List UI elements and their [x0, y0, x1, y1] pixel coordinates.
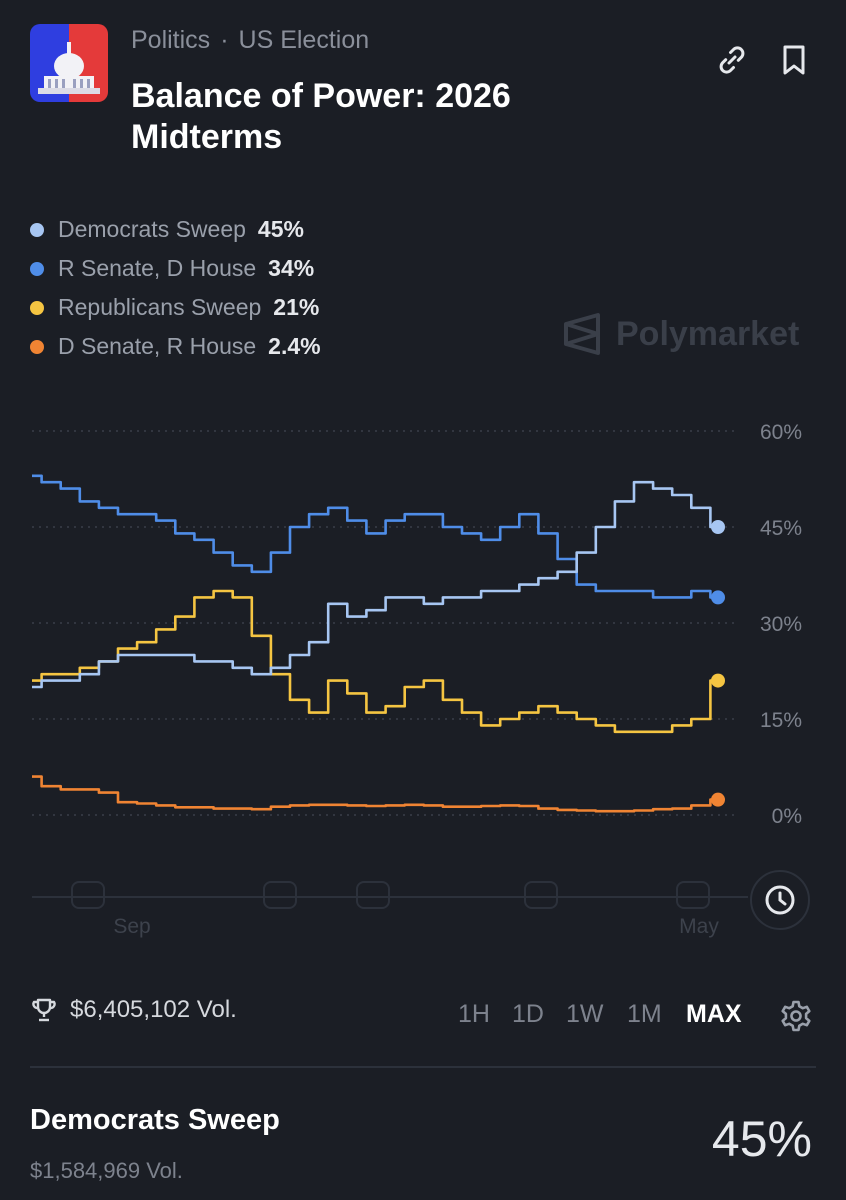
- range-1w-button[interactable]: 1W: [566, 1000, 604, 1028]
- price-history-chart[interactable]: 60% 45% 30% 15% 0% Sep May: [0, 400, 846, 960]
- breadcrumb-subcategory[interactable]: US Election: [238, 26, 370, 54]
- timeline-marker[interactable]: [263, 881, 297, 909]
- legend-value: 21%: [273, 294, 320, 320]
- series-endpoint-republicans-sweep: [711, 673, 725, 688]
- chart-series: [32, 474, 725, 813]
- chart-settings-button[interactable]: [778, 998, 814, 1034]
- chart-legend: Democrats Sweep 45% R Senate, D House 34…: [30, 210, 321, 366]
- y-tick-label: 60%: [760, 421, 802, 444]
- legend-swatch: [30, 300, 44, 315]
- market-volume: $1,584,969 Vol.: [30, 1158, 183, 1183]
- timeline-marker[interactable]: [524, 881, 558, 909]
- legend-item: D Senate, R House 2.4%: [30, 327, 321, 366]
- legend-item: Democrats Sweep 45%: [30, 210, 321, 249]
- legend-value: 45%: [257, 216, 304, 242]
- x-axis-ticks: Sep May: [113, 915, 719, 938]
- y-axis-ticks: 60% 45% 30% 15% 0%: [760, 421, 802, 828]
- capitol-thumbnail[interactable]: [30, 24, 108, 102]
- trophy-icon: [32, 998, 56, 1022]
- legend-swatch: [30, 261, 44, 276]
- y-tick-label: 30%: [760, 613, 802, 636]
- page-title: Balance of Power: 2026 Midterms: [131, 77, 511, 156]
- legend-swatch: [30, 339, 44, 354]
- total-volume: $6,405,102 Vol.: [30, 996, 237, 1024]
- y-tick-label: 45%: [760, 517, 802, 540]
- timeline-marker[interactable]: [71, 881, 105, 909]
- market-probability: 45%: [711, 1111, 812, 1167]
- legend-label: D Senate, R House: [58, 333, 257, 359]
- range-max-button[interactable]: MAX: [686, 1000, 742, 1028]
- section-divider: [30, 1066, 816, 1068]
- series-endpoint-d-senate-r-house: [711, 792, 725, 807]
- polymarket-logo-icon: [564, 313, 600, 355]
- clock-icon: [765, 885, 795, 915]
- legend-label: Republicans Sweep: [58, 294, 262, 320]
- series-endpoint-democrats-sweep: [711, 520, 725, 534]
- series-line-republicans-sweep: [32, 589, 720, 734]
- timeline-marker[interactable]: [356, 881, 390, 909]
- watermark-text: Polymarket: [616, 314, 800, 353]
- history-clock-button[interactable]: [750, 870, 810, 930]
- x-tick-label: Sep: [113, 915, 150, 938]
- legend-item: R Senate, D House 34%: [30, 249, 321, 288]
- breadcrumb-category[interactable]: Politics: [131, 26, 211, 54]
- legend-swatch: [30, 222, 44, 237]
- legend-item: Republicans Sweep 21%: [30, 288, 321, 327]
- series-line-d-senate-r-house: [32, 775, 720, 813]
- range-1d-button[interactable]: 1D: [512, 1000, 544, 1028]
- legend-label: Democrats Sweep: [58, 216, 246, 242]
- y-tick-label: 0%: [772, 805, 802, 828]
- timeline-scrubber[interactable]: [32, 881, 748, 909]
- bookmark-icon[interactable]: [776, 42, 812, 78]
- y-tick-label: 15%: [760, 709, 802, 732]
- legend-value: 2.4%: [268, 333, 321, 359]
- range-1h-button[interactable]: 1H: [458, 1000, 490, 1028]
- legend-value: 34%: [268, 255, 315, 281]
- market-name[interactable]: Democrats Sweep: [30, 1104, 280, 1136]
- chart-grid: [32, 430, 738, 816]
- series-line-r-senate-d-house: [32, 474, 720, 599]
- market-header: Politics · US Election Balance of Power: 2…: [30, 24, 820, 164]
- range-1m-button[interactable]: 1M: [627, 1000, 662, 1028]
- total-volume-text: $6,405,102 Vol.: [70, 996, 237, 1023]
- series-endpoint-r-senate-d-house: [711, 590, 725, 605]
- series-line-democrats-sweep: [32, 480, 720, 689]
- breadcrumb: Politics · US Election: [131, 26, 369, 55]
- link-icon[interactable]: [714, 42, 750, 78]
- timeline-marker[interactable]: [676, 881, 710, 909]
- x-tick-label: May: [679, 915, 719, 938]
- gear-icon: [781, 1000, 811, 1032]
- legend-label: R Senate, D House: [58, 255, 257, 281]
- polymarket-watermark: Polymarket: [562, 312, 799, 356]
- breadcrumb-separator: ·: [220, 26, 229, 54]
